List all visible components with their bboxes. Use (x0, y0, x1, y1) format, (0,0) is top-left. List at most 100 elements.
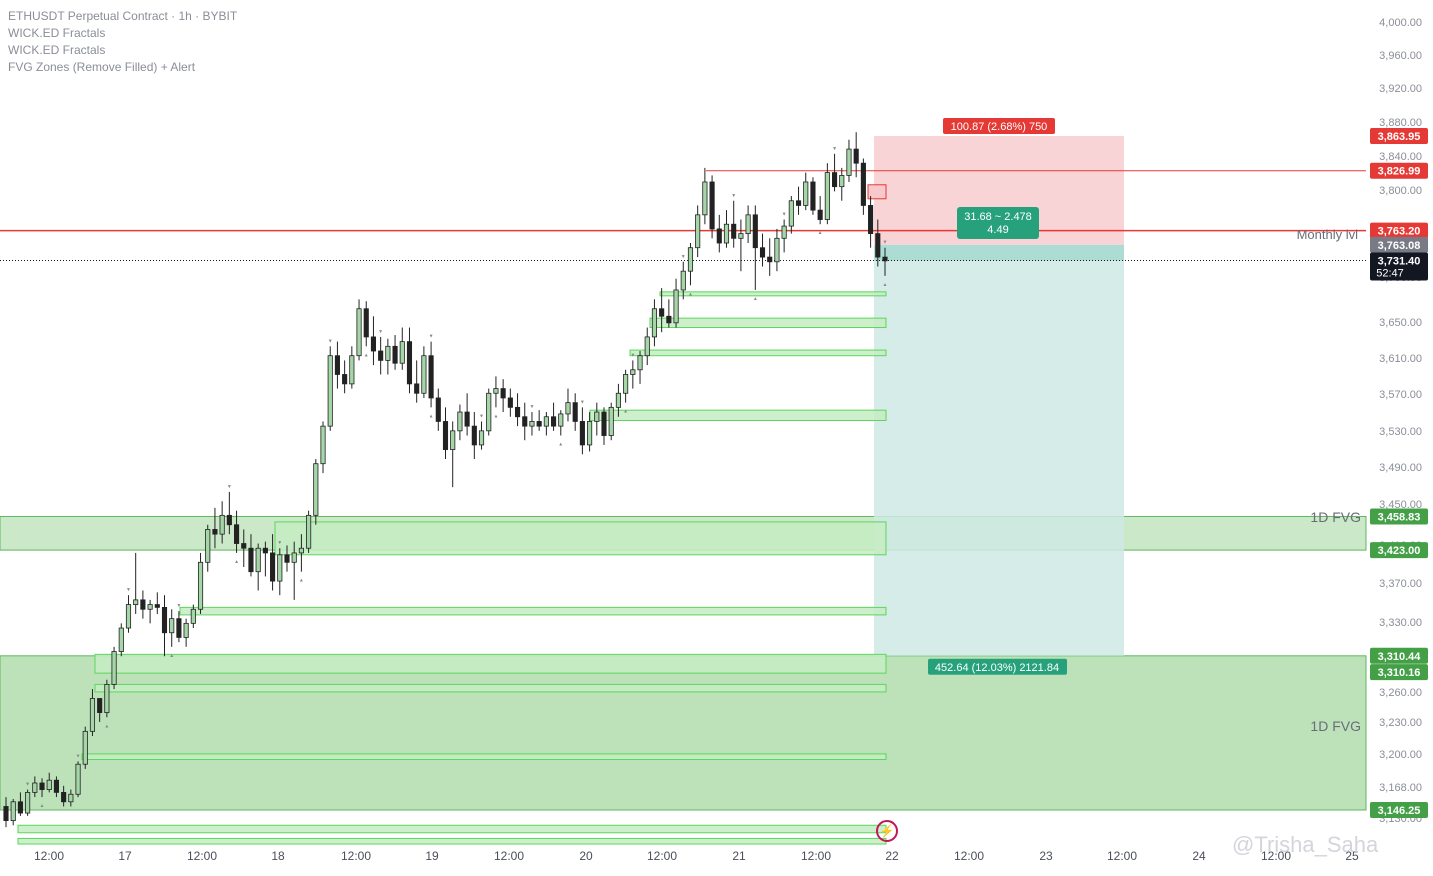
candle (147, 604, 153, 610)
fractal-marker: ▼ (580, 399, 585, 405)
fractal-marker: ▲ (493, 413, 498, 419)
countdown-text: 52:47 (1376, 267, 1404, 279)
price-tag (1370, 252, 1428, 281)
candle (579, 421, 585, 446)
y-axis-tick: 3,490.00 (1379, 462, 1422, 474)
candle (284, 554, 290, 563)
candle (226, 514, 232, 526)
fvg-box-bearish (867, 184, 887, 200)
candle (399, 341, 405, 364)
fvg-zone-1d (0, 655, 1367, 811)
candle (406, 341, 413, 385)
indicator-fractals-2[interactable]: WICK.ED Fractals (8, 43, 106, 57)
candle (421, 355, 427, 394)
fractal-marker: ▲ (623, 409, 628, 415)
candle (61, 791, 67, 803)
candle (551, 416, 557, 427)
x-axis-tick: 25 (1345, 849, 1359, 863)
candle (623, 374, 629, 394)
candle (313, 463, 319, 516)
fractal-marker: ▼ (529, 404, 534, 410)
candle (493, 388, 499, 394)
candle (601, 411, 607, 436)
fvg-box-small (17, 824, 887, 834)
watermark-text: @Trisha_Saha (1232, 832, 1379, 857)
x-axis-tick: 12:00 (494, 849, 524, 863)
candle (298, 547, 304, 554)
candle (608, 406, 614, 436)
candle (53, 779, 59, 793)
candle (543, 416, 549, 427)
y-axis-tick: 3,168.00 (1379, 782, 1422, 794)
rr-label-box (957, 207, 1039, 239)
x-axis-tick: 12:00 (954, 849, 984, 863)
candle (241, 543, 247, 549)
candle (731, 223, 737, 239)
candle (673, 289, 679, 324)
target-label-box (928, 658, 1067, 675)
rr-value: 4.49 (987, 224, 1008, 236)
fractal-marker: ▼ (832, 146, 837, 152)
fractal-marker: ▼ (782, 212, 787, 218)
candle (478, 430, 485, 446)
fractal-marker: ▲ (688, 291, 693, 297)
candle (183, 622, 189, 638)
fvg-box-small (17, 837, 887, 845)
candle (363, 308, 369, 338)
symbol-title[interactable]: ETHUSDT Perpetual Contract · 1h · BYBIT (8, 9, 238, 23)
candle (846, 148, 852, 176)
indicator-fvg-zones[interactable]: FVG Zones (Remove Filled) + Alert (8, 60, 196, 74)
candle (414, 383, 420, 394)
fractal-marker: ▼ (731, 193, 736, 199)
indicator-fractals-1[interactable]: WICK.ED Fractals (8, 26, 106, 40)
candle (255, 547, 261, 573)
x-axis-tick: 12:00 (34, 849, 64, 863)
fvg-upper-label: 1D FVG (1310, 509, 1361, 525)
candle (39, 782, 45, 790)
alert-bolt-icon[interactable]: ⚡ (876, 820, 898, 842)
candle (176, 618, 182, 638)
candle (832, 172, 838, 188)
x-axis-tick: 18 (271, 849, 285, 863)
candle (334, 355, 340, 375)
fractal-marker: ▼ (126, 587, 131, 593)
fvg-box-small (81, 753, 887, 761)
candle (738, 233, 744, 239)
fractal-marker: ▲ (429, 413, 434, 419)
stop-label: 100.87 (2.68%) 750 (951, 121, 1048, 133)
candle (522, 416, 528, 427)
candle (10, 801, 16, 821)
candle (486, 392, 492, 432)
candle (392, 345, 398, 364)
candle (169, 618, 175, 634)
candle (248, 547, 254, 573)
fractal-marker: ▼ (25, 782, 30, 788)
y-axis-tick: 3,230.00 (1379, 717, 1422, 729)
fractal-marker: ▲ (364, 352, 369, 358)
candle (385, 345, 391, 361)
candle (759, 247, 766, 258)
candle (133, 599, 139, 605)
fractal-marker: ▲ (40, 803, 45, 809)
candle (3, 806, 9, 821)
candle (824, 172, 830, 220)
fvg-box-small (659, 291, 887, 297)
y-axis-tick: 4,000.00 (1379, 17, 1422, 29)
candle (327, 355, 333, 427)
fractal-marker: ▼ (630, 352, 635, 358)
fvg-box-small (179, 606, 887, 616)
candle (356, 308, 362, 357)
candle (637, 355, 643, 371)
candle (644, 336, 650, 357)
candle (291, 552, 297, 563)
x-axis-tick: 22 (885, 849, 899, 863)
candle (320, 425, 326, 465)
candle (233, 524, 240, 544)
chart-legend: ETHUSDT Perpetual Contract · 1h · BYBIT … (8, 8, 237, 76)
candle (687, 247, 694, 272)
x-axis-tick: 12:00 (801, 849, 831, 863)
candle (651, 308, 658, 338)
candle (428, 355, 434, 399)
